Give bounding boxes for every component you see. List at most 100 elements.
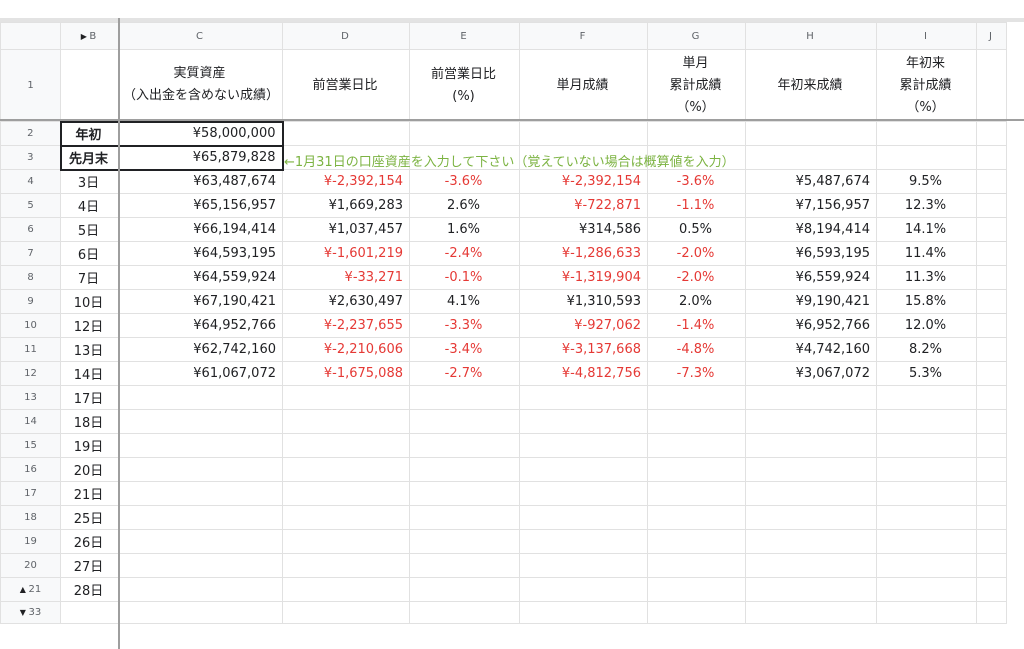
- empty-cell[interactable]: [976, 481, 1007, 506]
- empty-cell[interactable]: [976, 313, 1007, 338]
- empty-cell[interactable]: [745, 505, 877, 530]
- empty-cell[interactable]: [519, 481, 648, 506]
- frozen-column-divider[interactable]: [118, 18, 120, 649]
- empty-cell[interactable]: [976, 577, 1007, 602]
- row-header[interactable]: 15: [0, 433, 61, 458]
- empty-cell[interactable]: [409, 385, 520, 410]
- column-header-I[interactable]: I: [876, 22, 977, 50]
- prev-day-change-cell[interactable]: ¥-2,392,154: [282, 169, 410, 194]
- day-label-cell[interactable]: 3日: [60, 169, 119, 194]
- empty-cell[interactable]: [976, 217, 1007, 242]
- empty-cell[interactable]: [118, 409, 283, 434]
- empty-cell[interactable]: [60, 601, 119, 624]
- monthly-pct-cell[interactable]: -4.8%: [647, 337, 746, 362]
- empty-cell[interactable]: [876, 121, 977, 146]
- empty-cell[interactable]: [647, 409, 746, 434]
- empty-cell[interactable]: [745, 553, 877, 578]
- prev-day-pct-cell[interactable]: -2.7%: [409, 361, 520, 386]
- empty-cell[interactable]: [876, 505, 977, 530]
- ytd-pct-cell[interactable]: 8.2%: [876, 337, 977, 362]
- empty-cell[interactable]: [118, 505, 283, 530]
- empty-cell[interactable]: [976, 241, 1007, 266]
- empty-cell[interactable]: [519, 577, 648, 602]
- empty-cell[interactable]: [118, 457, 283, 482]
- empty-cell[interactable]: [519, 121, 648, 146]
- asset-cell[interactable]: ¥63,487,674: [118, 169, 283, 194]
- row-header[interactable]: 10: [0, 313, 61, 338]
- header-cell-E[interactable]: 前営業日比 (%): [409, 49, 520, 122]
- empty-cell[interactable]: [745, 385, 877, 410]
- day-label-cell[interactable]: 6日: [60, 241, 119, 266]
- asset-cell[interactable]: ¥66,194,414: [118, 217, 283, 242]
- collapse-arrow-icon[interactable]: ▲: [19, 585, 29, 594]
- empty-cell[interactable]: [976, 553, 1007, 578]
- empty-cell[interactable]: [118, 577, 283, 602]
- empty-cell[interactable]: [409, 409, 520, 434]
- empty-cell[interactable]: [876, 553, 977, 578]
- monthly-pct-cell[interactable]: -3.6%: [647, 169, 746, 194]
- prev-day-change-cell[interactable]: ¥1,669,283: [282, 193, 410, 218]
- empty-cell[interactable]: [976, 337, 1007, 362]
- ytd-result-cell[interactable]: ¥8,194,414: [745, 217, 877, 242]
- select-all-corner[interactable]: [0, 22, 61, 50]
- empty-cell[interactable]: [282, 577, 410, 602]
- empty-cell[interactable]: [519, 553, 648, 578]
- prev-day-pct-cell[interactable]: -0.1%: [409, 265, 520, 290]
- empty-cell[interactable]: [647, 145, 746, 170]
- empty-cell[interactable]: [647, 433, 746, 458]
- monthly-result-cell[interactable]: ¥-1,286,633: [519, 241, 648, 266]
- monthly-pct-cell[interactable]: 0.5%: [647, 217, 746, 242]
- empty-cell[interactable]: [282, 145, 410, 170]
- empty-cell[interactable]: [409, 457, 520, 482]
- empty-cell[interactable]: [118, 481, 283, 506]
- prev-day-change-cell[interactable]: ¥-2,210,606: [282, 337, 410, 362]
- prev-day-change-cell[interactable]: ¥-1,675,088: [282, 361, 410, 386]
- asset-cell[interactable]: ¥67,190,421: [118, 289, 283, 314]
- empty-cell[interactable]: [976, 385, 1007, 410]
- row-header[interactable]: 11: [0, 337, 61, 362]
- ytd-result-cell[interactable]: ¥9,190,421: [745, 289, 877, 314]
- header-cell-I[interactable]: 年初来 累計成績 （%）: [876, 49, 977, 122]
- empty-cell[interactable]: [976, 601, 1007, 624]
- column-header-G[interactable]: G: [647, 22, 746, 50]
- monthly-pct-cell[interactable]: 2.0%: [647, 289, 746, 314]
- monthly-result-cell[interactable]: ¥-4,812,756: [519, 361, 648, 386]
- day-label-cell[interactable]: 18日: [60, 409, 119, 434]
- empty-cell[interactable]: [118, 601, 283, 624]
- empty-cell[interactable]: [647, 553, 746, 578]
- empty-cell[interactable]: [976, 121, 1007, 146]
- ytd-pct-cell[interactable]: 5.3%: [876, 361, 977, 386]
- header-cell-G[interactable]: 単月 累計成績 （%）: [647, 49, 746, 122]
- asset-cell[interactable]: ¥61,067,072: [118, 361, 283, 386]
- header-cell-J[interactable]: [976, 49, 1007, 122]
- empty-cell[interactable]: [118, 529, 283, 554]
- empty-cell[interactable]: [409, 121, 520, 146]
- day-label-cell[interactable]: 20日: [60, 457, 119, 482]
- ytd-pct-cell[interactable]: 15.8%: [876, 289, 977, 314]
- empty-cell[interactable]: [745, 529, 877, 554]
- empty-cell[interactable]: [409, 433, 520, 458]
- empty-cell[interactable]: [876, 457, 977, 482]
- empty-cell[interactable]: [118, 553, 283, 578]
- prev-day-change-cell[interactable]: ¥1,037,457: [282, 217, 410, 242]
- prev-day-change-cell[interactable]: ¥-1,601,219: [282, 241, 410, 266]
- empty-cell[interactable]: [409, 577, 520, 602]
- header-cell-B[interactable]: [60, 49, 119, 122]
- asset-cell[interactable]: ¥65,156,957: [118, 193, 283, 218]
- row-header[interactable]: 5: [0, 193, 61, 218]
- day-label-cell[interactable]: 5日: [60, 217, 119, 242]
- header-cell-F[interactable]: 単月成績: [519, 49, 648, 122]
- expand-down-arrow-icon[interactable]: ▼: [19, 608, 29, 617]
- row-header[interactable]: 12: [0, 361, 61, 386]
- row-header[interactable]: 16: [0, 457, 61, 482]
- empty-cell[interactable]: [876, 601, 977, 624]
- empty-cell[interactable]: [647, 481, 746, 506]
- asset-cell[interactable]: ¥64,559,924: [118, 265, 283, 290]
- ytd-pct-cell[interactable]: 12.3%: [876, 193, 977, 218]
- monthly-result-cell[interactable]: ¥-927,062: [519, 313, 648, 338]
- empty-cell[interactable]: [118, 433, 283, 458]
- empty-cell[interactable]: [519, 385, 648, 410]
- monthly-pct-cell[interactable]: -2.0%: [647, 265, 746, 290]
- day-label-cell[interactable]: 19日: [60, 433, 119, 458]
- empty-cell[interactable]: [976, 361, 1007, 386]
